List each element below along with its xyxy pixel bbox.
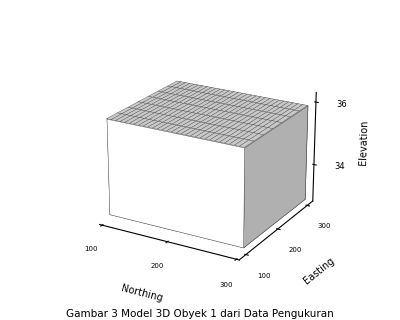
Text: Gambar 3 Model 3D Obyek 1 dari Data Pengukuran: Gambar 3 Model 3D Obyek 1 dari Data Peng… [66,309,334,319]
Y-axis label: Easting: Easting [302,256,336,286]
X-axis label: Northing: Northing [120,283,164,303]
